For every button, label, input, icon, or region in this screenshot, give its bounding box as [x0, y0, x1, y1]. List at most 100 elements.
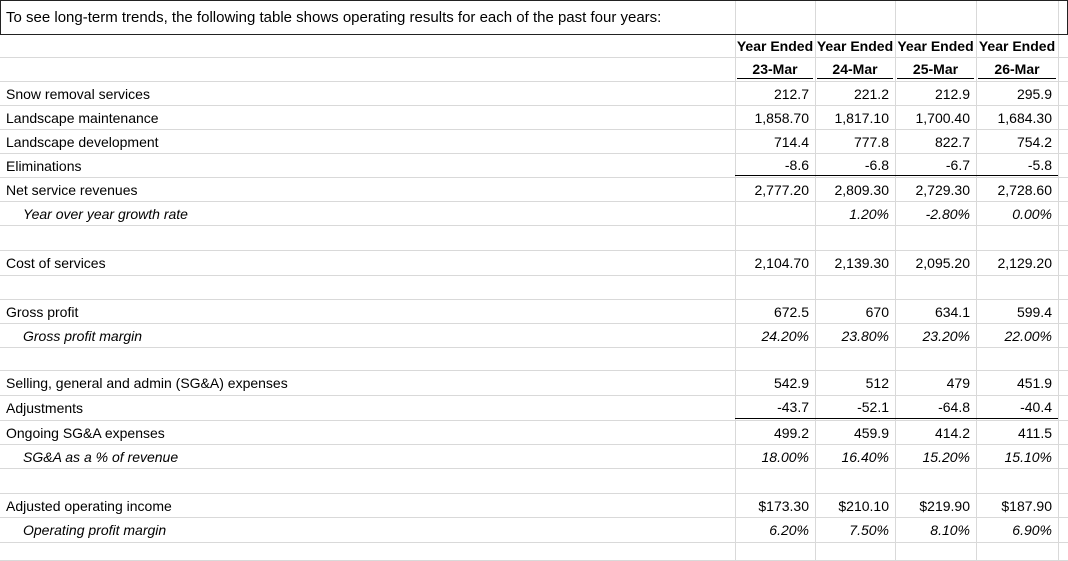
- value-cell[interactable]: 1,700.40: [915, 109, 971, 126]
- value-cell[interactable]: $210.10: [838, 497, 889, 514]
- value-cell[interactable]: -8.6: [735, 154, 815, 176]
- value-cell[interactable]: 23.80%: [841, 327, 889, 344]
- value-cell[interactable]: -6.8: [815, 154, 895, 176]
- value-cell[interactable]: 479: [946, 375, 970, 391]
- value-cell[interactable]: -5.8: [976, 154, 1058, 176]
- value-cell[interactable]: 18.00%: [761, 448, 809, 465]
- row-label[interactable]: Year over year growth rate: [23, 205, 188, 222]
- value-cell[interactable]: 1.20%: [849, 205, 889, 222]
- value-cell[interactable]: 1,858.70: [754, 109, 810, 126]
- value-cell[interactable]: [735, 202, 815, 225]
- gridline: [895, 0, 896, 561]
- value-cell[interactable]: 1,684.30: [997, 109, 1053, 126]
- intro-cell[interactable]: To see long-term trends, the following t…: [0, 0, 1068, 35]
- gridline: [976, 0, 977, 561]
- table-row: SG&A as a % of revenue 18.00% 16.40% 15.20%…: [0, 445, 1068, 469]
- value-cell[interactable]: 2,129.20: [997, 255, 1053, 271]
- value-cell[interactable]: -43.7: [735, 396, 815, 419]
- row-label[interactable]: Landscape development: [6, 133, 159, 150]
- row-label[interactable]: Net service revenues: [6, 181, 138, 198]
- value-cell[interactable]: 672.5: [773, 303, 809, 320]
- value-cell[interactable]: 6.20%: [769, 522, 809, 538]
- value-cell[interactable]: 451.9: [1016, 375, 1052, 391]
- value-cell[interactable]: 7.50%: [849, 522, 889, 538]
- value-cell[interactable]: -6.7: [895, 154, 976, 176]
- value-cell[interactable]: 2,095.20: [915, 255, 971, 271]
- row-label[interactable]: Adjusted operating income: [6, 497, 172, 514]
- value-cell[interactable]: 22.00%: [1004, 327, 1052, 344]
- value-cell[interactable]: 512: [865, 375, 889, 391]
- value-cell[interactable]: $173.30: [758, 497, 809, 514]
- value-cell[interactable]: 2,729.30: [915, 181, 971, 198]
- value-cell[interactable]: 8.10%: [930, 522, 970, 538]
- intro-text: To see long-term trends, the following t…: [6, 9, 662, 26]
- value-cell[interactable]: 414.2: [934, 424, 970, 441]
- value-cell[interactable]: 714.4: [773, 133, 809, 150]
- table-row: Cost of services 2,104.70 2,139.30 2,095.20…: [0, 251, 1068, 276]
- row-label[interactable]: Gross profit: [6, 303, 79, 320]
- row-label[interactable]: SG&A as a % of revenue: [23, 448, 179, 465]
- value-cell[interactable]: 295.9: [1016, 85, 1052, 102]
- value-cell[interactable]: $187.90: [1001, 497, 1052, 514]
- table-row: Selling, general and admin (SG&A) expens…: [0, 371, 1068, 396]
- value-cell[interactable]: 212.9: [934, 85, 970, 102]
- value-cell[interactable]: 542.9: [773, 375, 809, 391]
- header-year-ended[interactable]: Year Ended: [978, 38, 1056, 54]
- header-year-ended[interactable]: Year Ended: [816, 38, 894, 54]
- row-label[interactable]: Ongoing SG&A expenses: [6, 424, 165, 441]
- row-label[interactable]: Snow removal services: [6, 85, 150, 102]
- table-row: Operating profit margin 6.20% 7.50% 8.10% 6.…: [0, 518, 1068, 543]
- value-cell[interactable]: -64.8: [895, 396, 976, 419]
- table-row: Net service revenues 2,777.20 2,809.30 2,72…: [0, 178, 1068, 202]
- table-row: Gross profit margin 24.20% 23.80% 23.20% 22.…: [0, 324, 1068, 348]
- value-cell[interactable]: 2,104.70: [754, 255, 810, 271]
- table-row: Snow removal services 212.7 221.2 212.9 295.…: [0, 82, 1068, 106]
- value-cell[interactable]: 221.2: [853, 85, 889, 102]
- value-cell[interactable]: 15.20%: [922, 448, 970, 465]
- value-cell[interactable]: 459.9: [853, 424, 889, 441]
- value-cell[interactable]: 2,728.60: [997, 181, 1053, 198]
- value-cell[interactable]: 411.5: [1018, 424, 1052, 441]
- value-cell[interactable]: 634.1: [934, 303, 970, 320]
- row-label[interactable]: Operating profit margin: [23, 522, 167, 538]
- value-cell[interactable]: 6.90%: [1012, 522, 1052, 538]
- row-label[interactable]: Landscape maintenance: [6, 109, 159, 126]
- value-cell[interactable]: 24.20%: [761, 327, 809, 344]
- table-row: Adjusted operating income $173.30 $210.10 $…: [0, 494, 1068, 518]
- row-label[interactable]: Eliminations: [6, 157, 82, 174]
- value-cell[interactable]: 754.2: [1016, 133, 1052, 150]
- value-cell[interactable]: 777.8: [853, 133, 889, 150]
- value-cell[interactable]: 15.10%: [1004, 448, 1052, 465]
- header-period[interactable]: 24-Mar: [817, 60, 893, 79]
- blank-row: [0, 226, 1068, 251]
- value-cell[interactable]: 822.7: [934, 133, 970, 150]
- value-cell[interactable]: -40.4: [976, 396, 1058, 419]
- value-cell[interactable]: 0.00%: [1012, 205, 1052, 222]
- header-period[interactable]: 26-Mar: [978, 60, 1056, 79]
- value-cell[interactable]: 1,817.10: [834, 109, 890, 126]
- value-cell[interactable]: -52.1: [815, 396, 895, 419]
- value-cell[interactable]: 599.4: [1016, 303, 1052, 320]
- value-cell[interactable]: -2.80%: [925, 205, 970, 222]
- header-year-ended[interactable]: Year Ended: [897, 38, 974, 54]
- value-cell[interactable]: 212.7: [773, 85, 809, 102]
- value-cell[interactable]: 2,777.20: [754, 181, 810, 198]
- row-label[interactable]: Selling, general and admin (SG&A) expens…: [6, 375, 288, 391]
- value-cell[interactable]: 23.20%: [922, 327, 970, 344]
- row-label[interactable]: Gross profit margin: [23, 327, 143, 344]
- value-cell[interactable]: 2,809.30: [834, 181, 890, 198]
- header-period[interactable]: 25-Mar: [897, 60, 974, 79]
- value-cell[interactable]: 16.40%: [841, 448, 889, 465]
- value-cell[interactable]: 499.2: [773, 424, 809, 441]
- header-row-year-ended: Year Ended Year Ended Year Ended Year En…: [0, 35, 1068, 58]
- row-label[interactable]: Adjustments: [6, 400, 84, 416]
- row-label[interactable]: Cost of services: [6, 255, 106, 271]
- gridline: [1058, 0, 1059, 561]
- value-cell[interactable]: 670: [865, 303, 889, 320]
- header-year-ended[interactable]: Year Ended: [736, 38, 814, 54]
- value-cell[interactable]: 2,139.30: [834, 255, 890, 271]
- header-period[interactable]: 23-Mar: [737, 60, 813, 79]
- value-cell[interactable]: $219.90: [919, 497, 970, 514]
- table-row: Landscape maintenance 1,858.70 1,817.10 1,7…: [0, 106, 1068, 130]
